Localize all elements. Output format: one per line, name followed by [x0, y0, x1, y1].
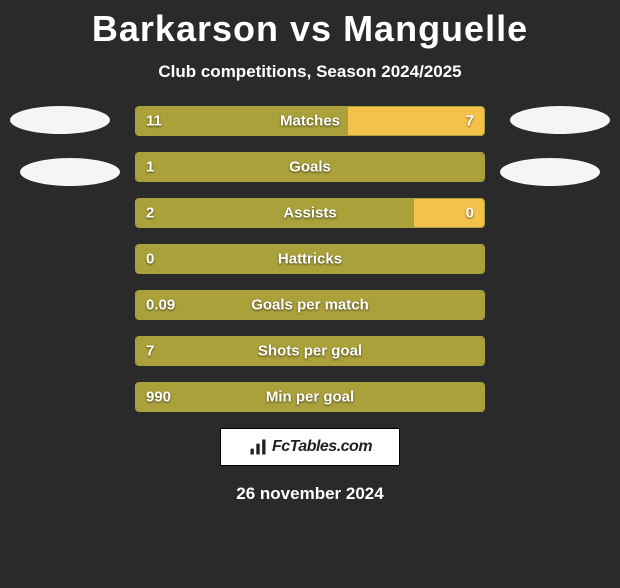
logo-box: FcTables.com — [220, 428, 400, 466]
stat-row: 117Matches — [135, 106, 485, 136]
stat-row: 7Shots per goal — [135, 336, 485, 366]
stat-label: Min per goal — [136, 389, 484, 406]
subtitle: Club competitions, Season 2024/2025 — [0, 62, 620, 82]
stat-label: Goals — [136, 159, 484, 176]
stat-row: 990Min per goal — [135, 382, 485, 412]
stat-row: 20Assists — [135, 198, 485, 228]
player2-name: Manguelle — [343, 8, 528, 49]
stat-label: Hattricks — [136, 251, 484, 268]
comparison-title: Barkarson vs Manguelle — [0, 8, 620, 50]
chart-area: 117Matches 1Goals 20Assists 0Hattricks 0.09G… — [0, 106, 620, 412]
vs-label: vs — [290, 8, 332, 49]
date-label: 26 november 2024 — [0, 484, 620, 504]
player1-name: Barkarson — [92, 8, 279, 49]
stat-row: 0.09Goals per match — [135, 290, 485, 320]
stat-label: Shots per goal — [136, 343, 484, 360]
right-badge-2 — [500, 158, 600, 186]
left-badge-1 — [10, 106, 110, 134]
stat-row: 1Goals — [135, 152, 485, 182]
logo-text: FcTables.com — [272, 438, 372, 456]
stat-label: Assists — [136, 205, 484, 222]
left-badge-2 — [20, 158, 120, 186]
right-badge-1 — [510, 106, 610, 134]
stat-bars-container: 117Matches 1Goals 20Assists 0Hattricks 0.09G… — [135, 106, 485, 412]
bars-icon — [248, 437, 268, 457]
stat-label: Matches — [136, 113, 484, 130]
stat-row: 0Hattricks — [135, 244, 485, 274]
stat-label: Goals per match — [136, 297, 484, 314]
